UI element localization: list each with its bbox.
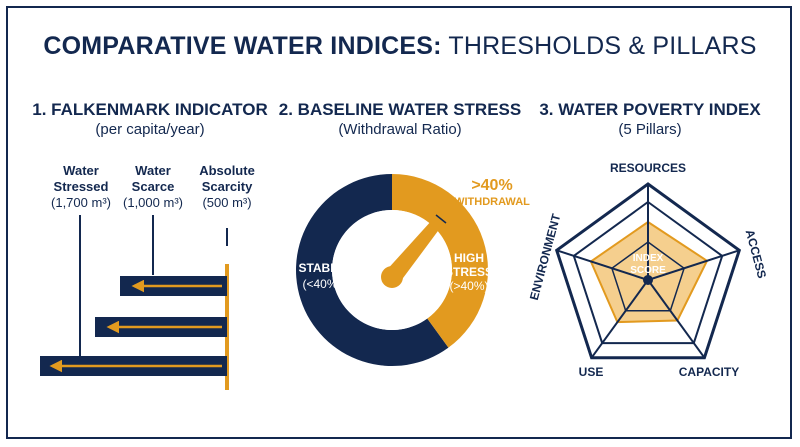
high-stress-label-line1: HIGH (454, 251, 484, 265)
wpi-subheading: (5 Pillars) (618, 121, 682, 138)
threshold-value: (500 m³) (202, 195, 252, 210)
stress-subheading: (Withdrawal Ratio) (338, 121, 462, 138)
pillar-resources: RESOURCES (610, 161, 686, 175)
radar-inner-ring (611, 241, 685, 312)
threshold-value: (1,700 m³) (51, 195, 111, 210)
radar-center-dot (643, 275, 653, 285)
stable-segment (295, 174, 449, 367)
withdrawal-callout-value: >40% (471, 177, 512, 194)
falkenmark-graphic (40, 215, 229, 390)
title-rest: THRESHOLDS & PILLARS (448, 32, 757, 60)
withdrawal-callout-label: WITHDRAWAL (454, 196, 530, 208)
threshold-name-line1: Absolute (199, 163, 255, 178)
radar-spokes (556, 184, 740, 359)
threshold-name-line1: Water (135, 163, 171, 178)
radar-spoke (556, 249, 649, 281)
wpi-heading: 3. WATER POVERTY INDEX (539, 100, 761, 119)
index-score-label-line2: SCORE (630, 265, 666, 276)
pillar-access: ACCESS (743, 228, 769, 280)
index-score-label-line1: INDEX (633, 253, 664, 264)
stable-value: (<40%) (302, 277, 341, 291)
threshold-name-line1: Water (63, 163, 99, 178)
gauge-needle (381, 211, 448, 288)
threshold-name-line2: Scarcity (201, 179, 253, 194)
stable-label: STABLE (298, 261, 345, 275)
radar-middle-ring (572, 200, 724, 345)
wpi-radar: INDEX SCORE RESOURCES ACCESS CAPACITY US… (527, 161, 769, 379)
radar-spoke (647, 249, 740, 281)
falkenmark-heading: 1. FALKENMARK INDICATOR (32, 100, 268, 119)
stress-donut: STABLE (<40%) HIGH STRESS (>40%) >40% WI… (295, 174, 530, 367)
threshold-name-line2: Stressed (53, 179, 109, 194)
pillar-use: USE (579, 365, 604, 379)
stress-heading: 2. BASELINE WATER STRESS (278, 100, 522, 119)
radar-spoke (647, 279, 706, 359)
main-title: COMPARATIVE WATER INDICES: THRESHOLDS & … (0, 32, 800, 61)
diagram-frame (6, 6, 792, 439)
threshold-water-stressed: Water Stressed (1,700 m³) (42, 163, 120, 211)
falkenmark-subheading: (per capita/year) (95, 121, 205, 138)
threshold-value: (1,000 m³) (123, 195, 183, 210)
radar-outer-ring (554, 182, 742, 360)
high-stress-label-line2: STRESS (445, 265, 493, 279)
title-bold: COMPARATIVE WATER INDICES: (43, 32, 442, 60)
radar-spoke (590, 279, 649, 359)
high-stress-segment (392, 174, 488, 348)
threshold-name-line2: Scarce (131, 179, 175, 194)
pillar-capacity: CAPACITY (679, 365, 739, 379)
threshold-absolute-scarcity: Absolute Scarcity (500 m³) (188, 163, 266, 211)
high-stress-value: (>40%) (449, 279, 488, 293)
threshold-water-scarce: Water Scarce (1,000 m³) (114, 163, 192, 211)
